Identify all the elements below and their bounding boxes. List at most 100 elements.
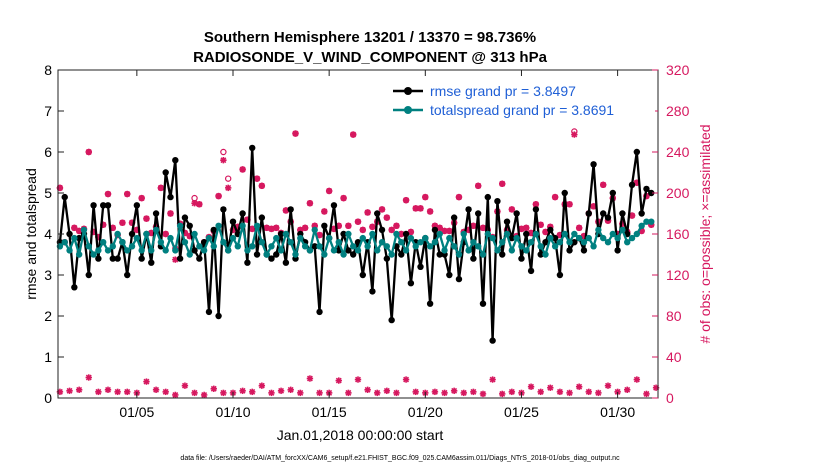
- obs-low-band-marker: [104, 386, 112, 393]
- obs-marker-stroke: [480, 390, 486, 397]
- series-1-point: [220, 239, 227, 246]
- legend: rmse grand pr = 3.8497 totalspread grand…: [385, 78, 655, 124]
- series-0-point: [282, 259, 290, 266]
- obs-assimilated-marker: [224, 184, 232, 192]
- obs-marker-stroke: [460, 389, 467, 396]
- series-1-point: [441, 247, 448, 254]
- series-1-point: [643, 218, 650, 225]
- series-0-point: [167, 193, 174, 201]
- series-0-point: [590, 161, 597, 168]
- series-1-point: [523, 247, 530, 254]
- series-1-point: [316, 243, 323, 250]
- obs-assimilated-marker: [455, 193, 463, 201]
- series-1-point: [359, 234, 367, 242]
- obs-marker-stroke: [153, 386, 160, 393]
- obs-marker-stroke: [220, 389, 227, 396]
- series-1-point: [628, 234, 636, 242]
- obs-marker-stroke: [403, 376, 410, 383]
- x-tick-label: 01/05: [119, 404, 154, 420]
- obs-assimilated-marker: [167, 210, 174, 217]
- series-1-point: [624, 239, 631, 246]
- y-right-tick-label: 40: [666, 349, 682, 365]
- obs-assimilated-marker: [364, 209, 371, 216]
- series-1-point: [474, 243, 482, 250]
- series-0-point: [104, 202, 112, 209]
- series-1-point: [229, 234, 237, 242]
- obs-marker-stroke: [595, 389, 602, 396]
- obs-low-band-marker: [124, 388, 131, 396]
- obs-low-band-marker: [489, 376, 496, 383]
- series-1-point: [99, 239, 107, 246]
- series-1-point: [619, 226, 626, 234]
- series-0-point: [90, 202, 97, 209]
- obs-marker-stroke: [138, 195, 145, 202]
- obs-marker-stroke: [359, 226, 366, 233]
- obs-assimilated-marker: [239, 166, 246, 173]
- obs-marker-stroke: [355, 218, 361, 225]
- obs-low-band-marker: [258, 382, 266, 389]
- obs-marker-stroke: [340, 195, 347, 202]
- obs-low-band-marker: [556, 388, 564, 396]
- series-0-point: [205, 308, 213, 316]
- series-1-point: [95, 247, 102, 254]
- obs-low-band-marker: [412, 388, 419, 396]
- series-1-point: [542, 251, 549, 258]
- series-1-point: [648, 218, 655, 225]
- obs-marker-stroke: [292, 130, 299, 137]
- obs-low-band-marker: [220, 389, 227, 397]
- obs-marker-stroke: [297, 389, 304, 396]
- series-0-point: [643, 185, 650, 193]
- obs-marker-stroke: [124, 388, 131, 395]
- series-0-point: [489, 337, 496, 344]
- obs-low-band-marker: [66, 387, 73, 395]
- obs-marker-stroke: [254, 175, 261, 182]
- obs-marker-stroke: [374, 389, 381, 396]
- series-0-point: [268, 255, 275, 262]
- obs-assimilated-marker: [119, 219, 126, 226]
- obs-assimilated-marker: [71, 224, 78, 232]
- obs-marker-stroke: [191, 200, 198, 207]
- obs-marker-stroke: [268, 225, 275, 232]
- obs-marker-stroke: [629, 212, 636, 219]
- series-1-point: [585, 234, 592, 242]
- obs-low-band-marker: [374, 389, 381, 397]
- obs-marker-stroke: [326, 187, 333, 194]
- series-0-point: [210, 226, 217, 234]
- y-right-tick-label: 200: [666, 185, 690, 201]
- series-0-point: [133, 202, 141, 209]
- series-0-point: [345, 247, 352, 254]
- obs-marker-stroke: [441, 227, 448, 234]
- series-1-point: [484, 230, 492, 238]
- obs-marker-stroke: [431, 388, 438, 395]
- series-1-point: [393, 230, 400, 238]
- series-0-point: [220, 206, 227, 213]
- series-0-point: [513, 210, 520, 217]
- obs-assimilated-marker: [566, 201, 573, 208]
- obs-marker-stroke: [523, 224, 530, 231]
- obs-assimilated-marker: [551, 193, 559, 201]
- obs-low-band-marker: [354, 376, 362, 383]
- obs-low-band-marker: [431, 388, 439, 396]
- series-0-point: [446, 271, 453, 279]
- series-1-point: [575, 234, 583, 242]
- series-1-point: [556, 239, 564, 246]
- series-1-point: [277, 247, 285, 254]
- series-0-point: [556, 271, 564, 279]
- obs-assimilated-marker: [523, 224, 530, 232]
- series-0-point: [95, 255, 102, 262]
- obs-marker-stroke: [85, 149, 92, 155]
- obs-low-band-marker: [297, 389, 304, 397]
- series-0-point: [349, 251, 357, 258]
- series-0-point: [239, 210, 246, 217]
- series-1-point: [273, 234, 280, 242]
- obs-marker-stroke: [124, 191, 131, 197]
- series-1-point: [547, 234, 554, 242]
- obs-marker-stroke: [412, 388, 419, 395]
- series-0-point: [75, 234, 83, 242]
- obs-marker-stroke: [475, 182, 482, 189]
- series-1-point: [167, 234, 174, 242]
- obs-low-band-marker: [239, 387, 246, 395]
- series-0-point: [148, 259, 155, 266]
- series-1-point: [119, 239, 126, 246]
